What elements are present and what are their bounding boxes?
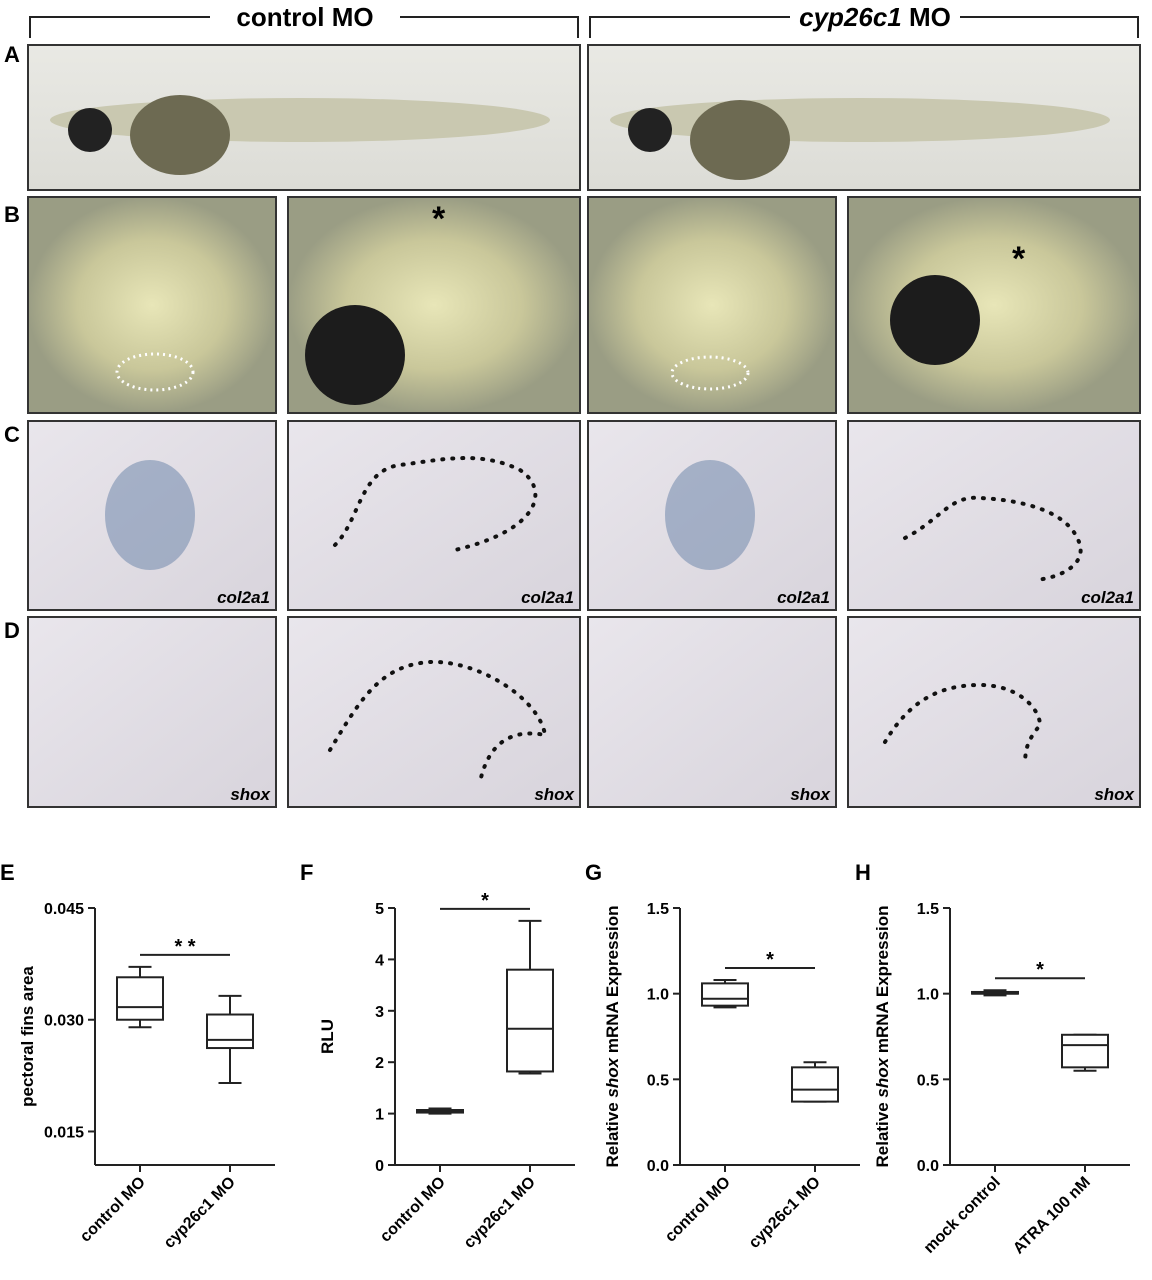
- y-tick-label: 2: [375, 1055, 384, 1072]
- panel-label: E: [0, 860, 15, 885]
- y-axis-label: RLU: [318, 1019, 337, 1054]
- y-tick-label: 0: [375, 1158, 384, 1175]
- x-tick-label: cyp26c1 MO: [461, 1174, 539, 1252]
- y-tick-label: 3: [375, 1004, 384, 1021]
- y-tick-label: 0.015: [44, 1124, 84, 1141]
- y-axis-label-part: mRNA Expression: [873, 905, 892, 1053]
- y-tick-label: 1.0: [647, 987, 669, 1004]
- y-tick-label: 1.5: [917, 901, 939, 918]
- y-tick-label: 1: [375, 1107, 384, 1124]
- header-left: control MO: [236, 2, 373, 32]
- panel-label: G: [585, 860, 602, 885]
- x-tick-label: control MO: [662, 1174, 734, 1246]
- y-axis-label-part: pectoral fins area: [18, 966, 37, 1107]
- y-tick-label: 0.5: [917, 1072, 939, 1089]
- box: [701, 982, 749, 1007]
- significance: *: [481, 890, 489, 912]
- photo-label: col2a1: [217, 588, 270, 607]
- y-axis-label-part: Relative: [603, 1102, 622, 1167]
- y-axis-label-part: RLU: [318, 1019, 337, 1054]
- y-axis-label-part: shox: [873, 1056, 892, 1097]
- x-tick-label: cyp26c1 MO: [161, 1174, 239, 1252]
- y-tick-label: 1.5: [647, 901, 669, 918]
- box: [206, 1013, 254, 1050]
- y-tick-label: 0.0: [917, 1158, 939, 1175]
- photo-label: col2a1: [777, 588, 830, 607]
- y-axis-label-part: Relative: [873, 1102, 892, 1167]
- asterisk: *: [432, 200, 446, 238]
- row-d: [27, 616, 1141, 808]
- y-tick-label: 0.0: [647, 1158, 669, 1175]
- photo-label: shox: [230, 785, 271, 804]
- gene-name: cyp26c1: [799, 2, 902, 32]
- header-right: cyp26c1 MO: [799, 2, 951, 32]
- x-tick-label: control MO: [77, 1174, 149, 1246]
- y-tick-label: 5: [375, 901, 384, 918]
- significance: * *: [174, 936, 195, 958]
- box: [1061, 1033, 1109, 1069]
- x-tick-label: cyp26c1 MO: [746, 1174, 824, 1252]
- panel-label: A: [4, 42, 20, 67]
- photo-label: col2a1: [521, 588, 574, 607]
- box: [116, 976, 164, 1021]
- significance: *: [1036, 959, 1044, 981]
- y-axis-label: Relative shox mRNA Expression: [873, 905, 892, 1167]
- panel-label: F: [300, 860, 313, 885]
- panel-label: H: [855, 860, 871, 885]
- panel-label: C: [4, 422, 20, 447]
- significance: *: [766, 949, 774, 971]
- header-suffix: MO: [909, 2, 951, 32]
- x-tick-label: ATRA 100 nM: [1010, 1174, 1094, 1258]
- y-tick-label: 0.045: [44, 901, 84, 918]
- row-a: [27, 44, 1141, 191]
- photo-label: col2a1: [1081, 588, 1134, 607]
- header: [29, 16, 1139, 38]
- y-tick-label: 0.030: [44, 1013, 84, 1030]
- x-tick-label: mock control: [921, 1174, 1004, 1257]
- y-tick-label: 1.0: [917, 987, 939, 1004]
- x-tick-label: control MO: [377, 1174, 449, 1246]
- photo-label: shox: [534, 785, 575, 804]
- y-axis-label: Relative shox mRNA Expression: [603, 905, 622, 1167]
- box: [791, 1066, 839, 1103]
- photo-label: shox: [790, 785, 831, 804]
- y-tick-label: 0.5: [647, 1072, 669, 1089]
- asterisk: *: [1012, 240, 1026, 278]
- y-tick-label: 4: [375, 952, 384, 969]
- y-axis-label-part: mRNA Expression: [603, 905, 622, 1053]
- y-axis-label: pectoral fins area: [18, 966, 37, 1107]
- box: [506, 968, 554, 1073]
- row-b: * *: [27, 196, 1141, 414]
- y-axis-label-part: shox: [603, 1056, 622, 1097]
- row-c: [27, 420, 1141, 611]
- panel-label: D: [4, 618, 20, 643]
- photo-label: shox: [1094, 785, 1135, 804]
- panel-label: B: [4, 202, 20, 227]
